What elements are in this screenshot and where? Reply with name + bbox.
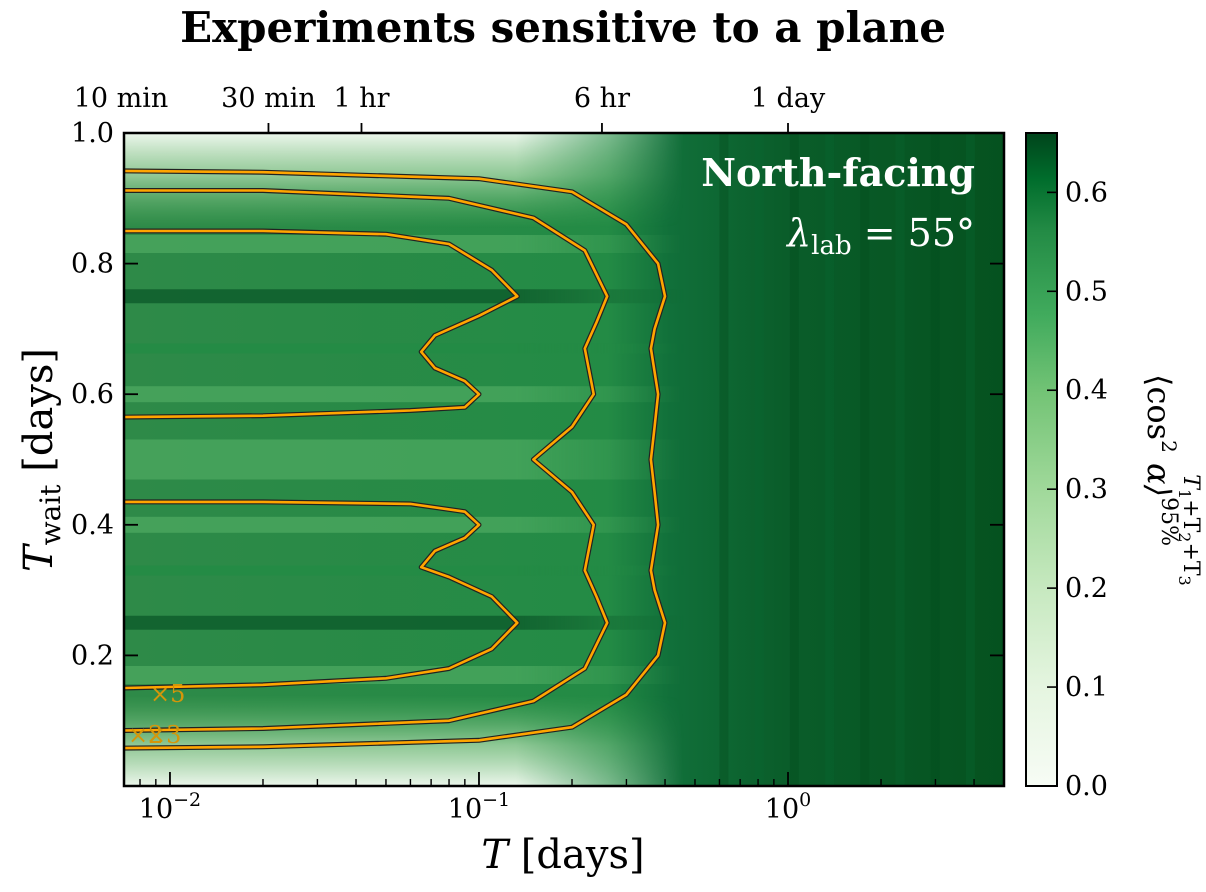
top-tick-label: 1 day (751, 83, 826, 114)
x-tick-label: 10−2 (139, 789, 201, 825)
latitude-symbol: λ (785, 211, 811, 255)
top-tick-label: 10 min (74, 83, 169, 114)
cbar-sub-plus2: +T (1178, 542, 1203, 575)
cbar-sub-plus1: +T (1178, 499, 1203, 532)
y-tick-label: 0.8 (71, 249, 114, 280)
x-tick-label: 10−1 (448, 789, 510, 825)
top-tick-label: 6 hr (574, 83, 630, 114)
cbar-sub-3: 3 (1175, 576, 1194, 586)
colorbar-tick-label: 0.5 (1065, 276, 1108, 307)
x-tick-label: 100 (765, 789, 811, 825)
orientation-annotation: North-facing (701, 150, 975, 195)
colorbar-tick-label: 0.1 (1065, 672, 1108, 703)
x-axis-label-var: T (481, 832, 511, 878)
cbar-sub-2: 2 (1175, 532, 1194, 542)
x-axis: 10−2 10−1 100 (139, 772, 1005, 825)
cbar-sub-1: 1 (1175, 489, 1194, 499)
top-tick-label: 1 hr (333, 83, 389, 114)
contour-lines (124, 168, 668, 751)
colorbar-label-alpha: α⟩ (1140, 453, 1178, 497)
colorbar-label-sup: 95% (1156, 497, 1181, 546)
colorbar-tick-label: 0.0 (1065, 771, 1108, 802)
contour-labels: ×5 ×2 ×3 (128, 680, 185, 749)
x-axis-label-unit: [days] (508, 832, 645, 878)
contour-line-1 (124, 229, 519, 419)
y-axis-label-var: T (16, 542, 62, 572)
colorbar-label: ⟨cos2 α⟩95% (1140, 374, 1181, 546)
colorbar-axis: 0.0 0.1 0.2 0.3 0.4 0.5 0.6 (1047, 177, 1108, 802)
contour-label-x3: ×3 (146, 721, 181, 749)
y-axis-label-sub: wait (34, 484, 67, 546)
contour-label-x2: ×2 (128, 721, 163, 749)
cbar-sub-t1: T (1178, 474, 1203, 491)
contour-line-2 (124, 189, 609, 732)
y-tick-label: 0.4 (71, 510, 114, 541)
y-axis: 0.2 0.4 0.6 0.8 1.0 (71, 118, 1004, 671)
colorbar-tick-label: 0.6 (1065, 177, 1108, 208)
top-tick-label: 30 min (221, 83, 316, 114)
top-time-axis: 10 min 30 min 1 hr 6 hr 1 day (74, 83, 826, 133)
heatmap-field (124, 133, 1004, 786)
colorbar-tick-label: 0.4 (1065, 375, 1108, 406)
x-axis-label: T [days] (481, 832, 644, 878)
contour-label-x5: ×5 (150, 680, 185, 708)
contour-line-3 (124, 169, 667, 750)
contour-line-0 (124, 500, 519, 690)
colorbar-tick-label: 0.2 (1065, 573, 1108, 604)
y-axis-label: Twait [days] (16, 348, 67, 572)
colorbar-tick-label: 0.3 (1065, 474, 1108, 505)
colorbar-label-sup2: 2 (1157, 440, 1181, 453)
colorbar-label-subscript: T1+T2+T3 (1175, 474, 1203, 585)
y-tick-label: 0.2 (71, 640, 114, 671)
chart-title: Experiments sensitive to a plane (180, 3, 946, 52)
colorbar-label-main: ⟨cos (1140, 374, 1178, 440)
y-tick-label: 0.6 (71, 379, 114, 410)
y-axis-label-unit: [days] (16, 348, 62, 485)
y-tick-label: 1.0 (71, 118, 114, 149)
latitude-sub: lab (811, 231, 851, 261)
latitude-annotation: λlab = 55° (785, 211, 975, 261)
colorbar (1025, 132, 1058, 787)
plot-frame (122, 131, 1006, 788)
latitude-value: = 55° (852, 211, 975, 255)
